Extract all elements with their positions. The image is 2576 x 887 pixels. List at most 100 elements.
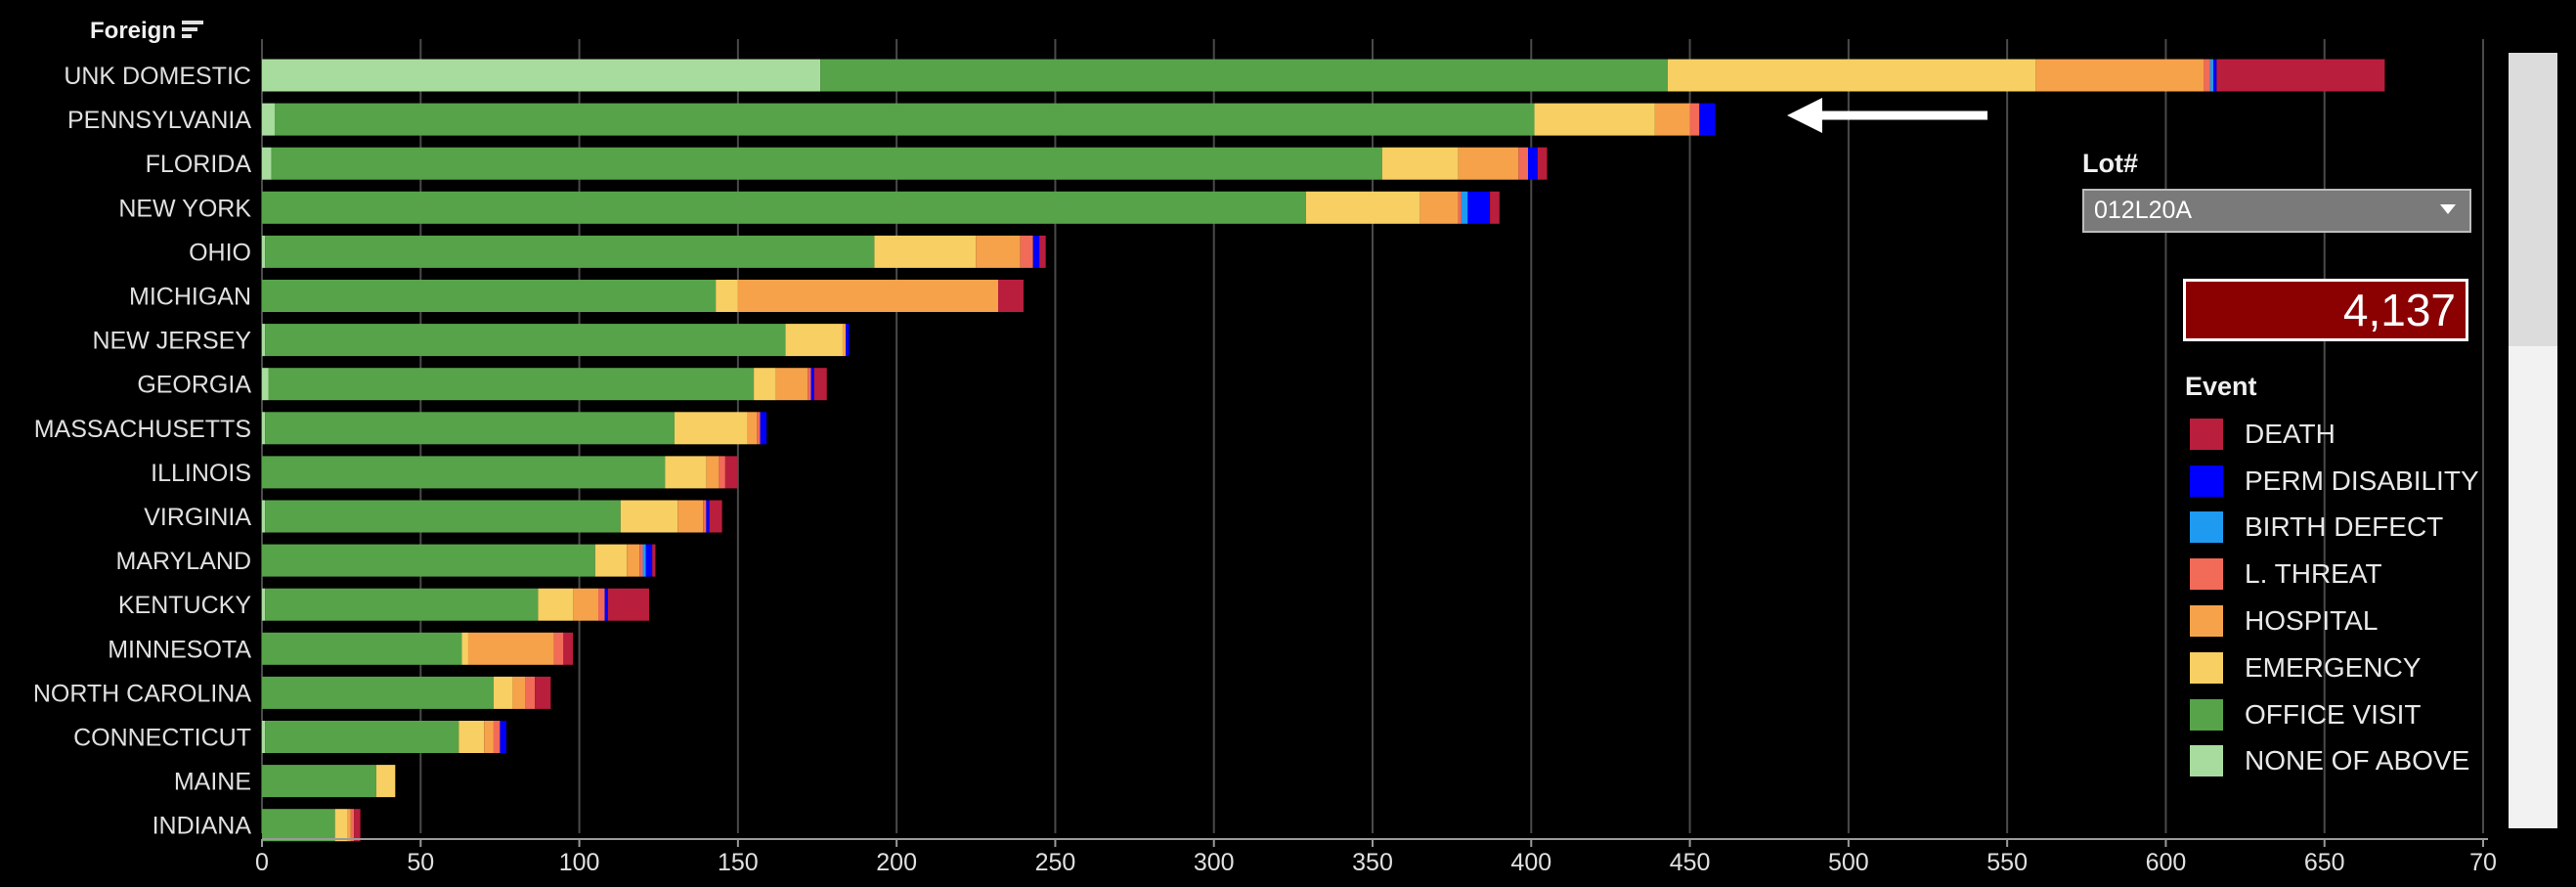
- bar-segment[interactable]: [493, 676, 513, 709]
- bar-segment[interactable]: [677, 500, 704, 533]
- bar-segment[interactable]: [1689, 103, 1700, 136]
- bar-segment[interactable]: [1528, 147, 1538, 180]
- bar-segment[interactable]: [652, 544, 656, 577]
- legend-item[interactable]: DEATH: [2190, 411, 2479, 458]
- bar-segment[interactable]: [1458, 147, 1519, 180]
- bar-segment[interactable]: [642, 544, 646, 577]
- bar-segment[interactable]: [820, 59, 1668, 92]
- bar-segment[interactable]: [639, 544, 643, 577]
- bar-segment[interactable]: [265, 235, 875, 268]
- bar-segment[interactable]: [842, 324, 847, 357]
- bar-segment[interactable]: [810, 368, 814, 401]
- bar-segment[interactable]: [785, 324, 843, 357]
- bar-segment[interactable]: [674, 412, 748, 445]
- bar-segment[interactable]: [458, 721, 485, 753]
- bar-segment[interactable]: [706, 456, 720, 489]
- bar-segment[interactable]: [976, 235, 1021, 268]
- bar-segment[interactable]: [538, 588, 574, 621]
- bar-segment[interactable]: [2204, 59, 2210, 92]
- bar-segment[interactable]: [573, 588, 599, 621]
- bar-segment[interactable]: [484, 721, 494, 753]
- bar-segment[interactable]: [665, 456, 707, 489]
- bar-segment[interactable]: [268, 368, 755, 401]
- legend-item[interactable]: BIRTH DEFECT: [2190, 505, 2479, 552]
- bar-segment[interactable]: [262, 632, 462, 665]
- bar-segment[interactable]: [737, 280, 999, 312]
- bar-segment[interactable]: [262, 676, 494, 709]
- bar-segment[interactable]: [2209, 59, 2214, 92]
- bar-segment[interactable]: [535, 676, 551, 709]
- bar-segment[interactable]: [334, 809, 348, 842]
- bar-segment[interactable]: [262, 368, 269, 401]
- bar-segment[interactable]: [1020, 235, 1033, 268]
- bar-segment[interactable]: [265, 588, 539, 621]
- bar-segment[interactable]: [1654, 103, 1690, 136]
- scrollbar[interactable]: [2509, 53, 2557, 828]
- bar-segment[interactable]: [262, 500, 266, 533]
- bar-segment[interactable]: [775, 368, 808, 401]
- bar-segment[interactable]: [563, 632, 574, 665]
- bar-segment[interactable]: [1032, 235, 1040, 268]
- bar-segment[interactable]: [716, 280, 738, 312]
- bar-segment[interactable]: [347, 809, 351, 842]
- legend-item[interactable]: PERM DISABILITY: [2190, 458, 2479, 505]
- bar-segment[interactable]: [1381, 147, 1459, 180]
- bar-segment[interactable]: [719, 456, 725, 489]
- bar-segment[interactable]: [1537, 147, 1548, 180]
- bar-segment[interactable]: [265, 721, 459, 753]
- bar-segment[interactable]: [262, 147, 272, 180]
- bar-segment[interactable]: [754, 368, 776, 401]
- bar-segment[interactable]: [262, 456, 666, 489]
- bar-segment[interactable]: [747, 412, 758, 445]
- lot-select[interactable]: 012L20A: [2082, 189, 2471, 233]
- bar-segment[interactable]: [709, 500, 722, 533]
- legend-item[interactable]: EMERGENCY: [2190, 644, 2479, 691]
- bar-segment[interactable]: [2035, 59, 2205, 92]
- bar-segment[interactable]: [874, 235, 977, 268]
- bar-segment[interactable]: [2213, 59, 2217, 92]
- bar-segment[interactable]: [813, 368, 827, 401]
- bar-segment[interactable]: [703, 500, 707, 533]
- bar-segment[interactable]: [461, 632, 468, 665]
- legend-item[interactable]: L. THREAT: [2190, 551, 2479, 598]
- bar-segment[interactable]: [808, 368, 811, 401]
- bar-segment[interactable]: [493, 721, 501, 753]
- bar-segment[interactable]: [265, 324, 786, 357]
- bar-segment[interactable]: [1490, 191, 1500, 224]
- bar-segment[interactable]: [1419, 191, 1459, 224]
- bar-segment[interactable]: [525, 676, 536, 709]
- legend-item[interactable]: OFFICE VISIT: [2190, 691, 2479, 738]
- bar-segment[interactable]: [467, 632, 554, 665]
- bar-segment[interactable]: [645, 544, 653, 577]
- bar-segment[interactable]: [1699, 103, 1716, 136]
- sort-icon[interactable]: [182, 21, 203, 42]
- bar-segment[interactable]: [1039, 235, 1046, 268]
- bar-segment[interactable]: [375, 765, 396, 798]
- scrollbar-thumb[interactable]: [2509, 53, 2557, 346]
- bar-segment[interactable]: [594, 544, 628, 577]
- bar-segment[interactable]: [262, 809, 335, 842]
- bar-segment[interactable]: [607, 588, 649, 621]
- bar-segment[interactable]: [1467, 191, 1491, 224]
- bar-segment[interactable]: [620, 500, 678, 533]
- bar-segment[interactable]: [1534, 103, 1655, 136]
- bar-segment[interactable]: [262, 412, 266, 445]
- bar-segment[interactable]: [627, 544, 640, 577]
- bar-segment[interactable]: [760, 412, 767, 445]
- bar-segment[interactable]: [1518, 147, 1529, 180]
- bar-segment[interactable]: [706, 500, 710, 533]
- legend-item[interactable]: HOSPITAL: [2190, 598, 2479, 644]
- bar-segment[interactable]: [350, 809, 355, 842]
- bar-segment[interactable]: [512, 676, 526, 709]
- bar-segment[interactable]: [265, 412, 675, 445]
- bar-segment[interactable]: [262, 59, 821, 92]
- bar-segment[interactable]: [354, 809, 361, 842]
- bar-segment[interactable]: [998, 280, 1024, 312]
- bar-segment[interactable]: [598, 588, 605, 621]
- bar-segment[interactable]: [262, 588, 266, 621]
- bar-segment[interactable]: [262, 280, 717, 312]
- bar-segment[interactable]: [500, 721, 506, 753]
- bar-segment[interactable]: [846, 324, 850, 357]
- bar-segment[interactable]: [1667, 59, 2036, 92]
- bar-segment[interactable]: [274, 103, 1535, 136]
